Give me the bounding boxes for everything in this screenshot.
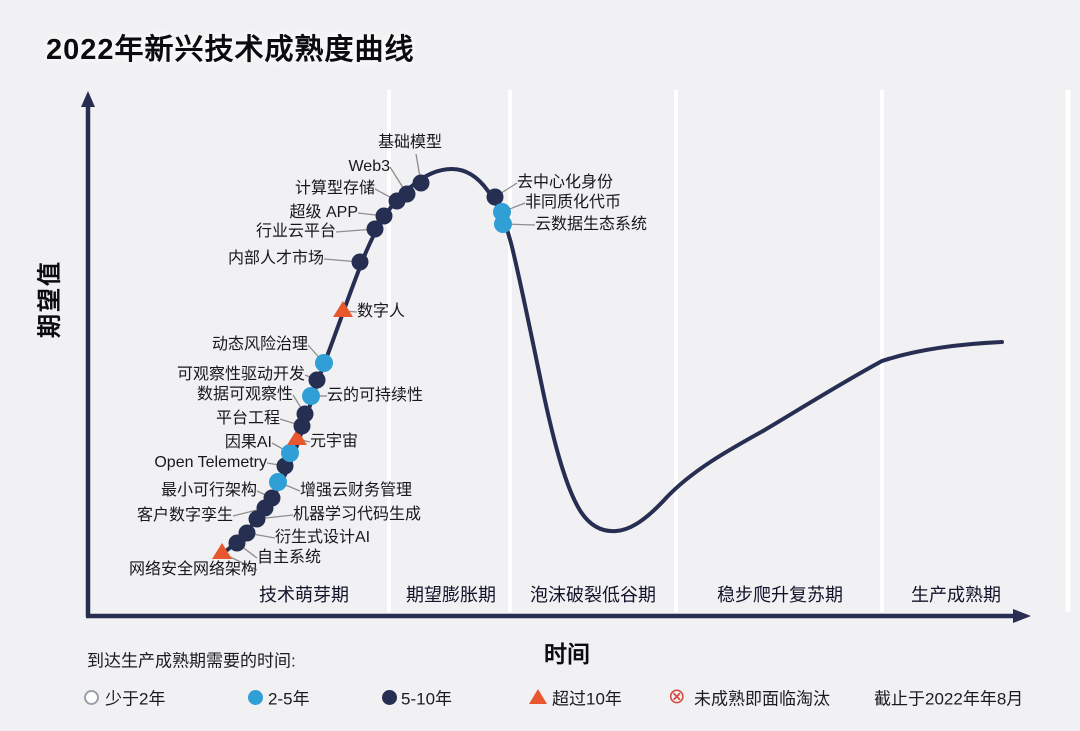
- phase-label: 期望膨胀期: [406, 585, 496, 605]
- tech-label: 内部人才市场: [227, 250, 324, 268]
- axes: [81, 91, 1031, 623]
- tech-marker-navy-dot: [238, 524, 256, 542]
- tech-label: 自主系统: [257, 549, 322, 567]
- tech-label: Web3: [348, 158, 390, 176]
- as-of-note: 截止于2022年年8月: [874, 689, 1024, 709]
- tech-label: 最小可行架构: [160, 482, 257, 500]
- tech-label: 动态风险治理: [211, 336, 308, 354]
- legend-marker-orange-triangle: [529, 689, 547, 704]
- tech-label: 计算型存储: [294, 180, 375, 198]
- legend-label: 未成熟即面临淘汰: [694, 689, 830, 709]
- tech-label: 客户数字孪生: [136, 507, 233, 525]
- tech-label: 云数据生态系统: [535, 216, 648, 234]
- phase-label: 稳步爬升复苏期: [717, 585, 843, 605]
- tech-label: 基础模型: [377, 134, 442, 152]
- legend-marker-blue-dot: [248, 690, 263, 705]
- tech-label: 超级 APP: [289, 204, 358, 222]
- tech-marker-navy-dot: [366, 220, 384, 238]
- tech-label: 机器学习代码生成: [293, 506, 422, 524]
- tech-marker-navy-dot: [308, 371, 326, 389]
- tech-label: 行业云平台: [255, 223, 336, 241]
- tech-marker-blue-dot: [494, 215, 512, 233]
- phase-label: 泡沫破裂低谷期: [530, 585, 656, 605]
- y-axis-label: 期望值: [36, 260, 64, 338]
- legend-label: 少于2年: [105, 689, 166, 709]
- tech-label: 数据可观察性: [196, 386, 293, 404]
- phase-separators: [387, 90, 1071, 612]
- tech-marker-navy-dot: [412, 174, 430, 192]
- legend-marker-hollow-circle: [84, 690, 99, 705]
- tech-label: 可观察性驱动开发: [176, 366, 305, 384]
- tech-label: 元宇宙: [310, 433, 359, 451]
- tech-marker-navy-dot: [486, 188, 504, 206]
- tech-label: Open Telemetry: [154, 454, 267, 472]
- tech-label: 平台工程: [215, 410, 280, 428]
- tech-marker-blue-dot: [315, 354, 333, 372]
- legend-label: 2-5年: [268, 689, 310, 709]
- tech-marker-orange-triangle: [333, 301, 353, 317]
- page-title: 2022年新兴技术成熟度曲线: [46, 34, 415, 66]
- tech-label: 非同质化代币: [525, 194, 622, 212]
- phase-label: 技术萌芽期: [259, 585, 349, 605]
- tech-marker-blue-dot: [281, 444, 299, 462]
- tech-marker-navy-dot: [375, 207, 393, 225]
- tech-marker-navy-dot: [351, 253, 369, 271]
- tech-marker-navy-dot: [296, 405, 314, 423]
- tech-marker-blue-dot: [302, 387, 320, 405]
- phase-label: 生产成熟期: [911, 585, 1001, 605]
- tech-label: 云的可持续性: [327, 387, 424, 405]
- tech-label: 网络安全网络架构: [128, 561, 257, 579]
- tech-markers: [212, 174, 512, 559]
- legend-marker-obsolete-cross: ⊗: [668, 685, 686, 708]
- tech-marker-navy-dot: [263, 489, 281, 507]
- tech-label: 衍生式设计AI: [275, 529, 371, 547]
- tech-marker-navy-dot: [398, 185, 416, 203]
- tech-label: 数字人: [357, 303, 406, 321]
- tech-label: 去中心化身份: [517, 174, 614, 192]
- tech-marker-blue-dot: [269, 473, 287, 491]
- tech-label: 增强云财务管理: [300, 482, 413, 500]
- tech-label: 因果AI: [224, 434, 272, 452]
- legend-label: 5-10年: [401, 689, 453, 709]
- tech-marker-orange-triangle: [212, 543, 232, 559]
- x-axis-label: 时间: [544, 641, 590, 667]
- legend-marker-navy-dot: [382, 690, 397, 705]
- legend-label: 超过10年: [552, 689, 622, 709]
- legend-intro: 到达生产成熟期需要的时间:: [87, 651, 296, 671]
- tech-marker-orange-triangle: [287, 429, 307, 445]
